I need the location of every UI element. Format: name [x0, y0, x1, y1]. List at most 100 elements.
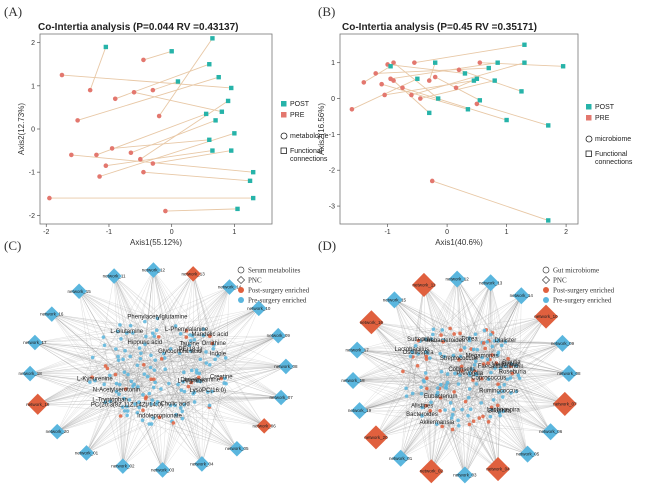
network-edge — [497, 405, 551, 432]
metabolite-node — [133, 402, 137, 406]
network-edge — [165, 286, 230, 370]
network-edge — [371, 322, 477, 385]
network-edge — [359, 363, 489, 411]
pre-point — [128, 150, 134, 156]
network-edge — [443, 295, 522, 342]
network-edge — [498, 352, 565, 405]
inner-node-label: Glycocholic acid — [158, 349, 201, 355]
network-edge — [34, 342, 147, 398]
metabolite-node — [138, 356, 143, 361]
pre-point — [112, 96, 118, 102]
metabolite-node — [424, 357, 429, 361]
metabolite-node — [440, 424, 444, 429]
network-node-label: network_02 — [111, 464, 135, 469]
pre-point — [150, 87, 156, 93]
post-point — [247, 178, 253, 184]
network-edge — [394, 299, 482, 403]
network-node-label: network_15 — [383, 297, 407, 302]
connection-line — [420, 80, 495, 99]
network-edge — [154, 336, 265, 426]
metabolite-node — [420, 414, 424, 418]
metabolite-node — [440, 328, 445, 332]
network-edge — [357, 342, 484, 351]
network-edge — [446, 385, 551, 432]
metabolite-node — [466, 395, 471, 400]
metabolite-node — [153, 380, 157, 385]
network-edge — [79, 291, 192, 383]
network-edge — [359, 410, 459, 426]
post-point — [232, 131, 237, 136]
pre-point — [138, 156, 143, 162]
network-edge — [426, 388, 432, 472]
pre-point — [373, 71, 379, 76]
post-point — [213, 118, 218, 123]
network-edge — [30, 373, 169, 384]
inner-node-label: Creatine — [210, 375, 233, 381]
network-edge — [375, 373, 513, 438]
network-node-label: network_15 — [67, 289, 91, 294]
network-edge — [357, 340, 444, 351]
network-edge — [500, 367, 569, 374]
network-edge — [400, 329, 487, 459]
network-edge — [371, 322, 442, 336]
network-edge — [113, 276, 146, 399]
network-edge — [179, 353, 265, 426]
network-edge — [464, 342, 483, 475]
network-node-label: network_12 — [142, 268, 166, 273]
pre-point — [75, 118, 80, 123]
network-edge — [400, 402, 482, 459]
network-edge — [51, 314, 146, 399]
network-edge — [34, 342, 201, 360]
metabolite-node — [439, 333, 443, 337]
network-edge — [431, 338, 465, 475]
metabolite-node — [186, 384, 191, 389]
metabolite-node — [144, 395, 148, 399]
network-edge — [138, 366, 286, 403]
metabolite-node — [222, 381, 226, 385]
network-edge — [469, 373, 569, 390]
metabolite-node — [118, 323, 122, 327]
network-edge — [153, 269, 204, 336]
network-edge — [487, 282, 491, 342]
legend-functional-label: Functional — [595, 151, 628, 158]
network-edge — [497, 316, 547, 385]
network-edge — [359, 388, 440, 411]
network-edge — [502, 343, 563, 392]
metabolite-node — [179, 388, 184, 392]
connection-line — [387, 64, 466, 74]
network-edge — [453, 282, 491, 356]
y-tick-label: -2 — [29, 213, 35, 220]
network-node-label: network_04 — [486, 467, 510, 472]
metabolite-node — [121, 357, 125, 362]
pre-point — [131, 89, 137, 95]
metabolite-node — [479, 376, 484, 381]
metabolite-node — [182, 402, 186, 407]
post-point — [522, 60, 527, 65]
metabolite-node — [489, 370, 493, 375]
metabolite-node — [180, 416, 185, 421]
metabolite-node — [485, 357, 490, 362]
network-edge — [51, 314, 136, 405]
network-edge — [124, 308, 259, 399]
metabolite-node — [429, 400, 433, 405]
metabolite-node — [180, 409, 184, 414]
network-edge — [34, 342, 155, 371]
pre-point — [391, 78, 396, 83]
network-edge — [162, 335, 193, 470]
post-point — [207, 137, 212, 142]
metabolite-node — [424, 337, 428, 341]
network-edge — [464, 354, 493, 475]
inner-node-label: Dialister — [495, 338, 517, 344]
metabolite-node — [441, 339, 445, 344]
post-point — [225, 98, 231, 104]
network-node-label: network_07 — [269, 395, 293, 400]
network-edge — [34, 342, 126, 390]
network-edge — [498, 295, 522, 353]
metabolite-node — [505, 377, 510, 381]
network-edge — [51, 314, 120, 395]
network-legend-label: Post-surgery enriched — [553, 287, 615, 295]
network-edge — [51, 314, 207, 364]
metabolite-node — [438, 396, 443, 400]
network-edge — [105, 402, 123, 467]
network-edge — [490, 282, 493, 356]
